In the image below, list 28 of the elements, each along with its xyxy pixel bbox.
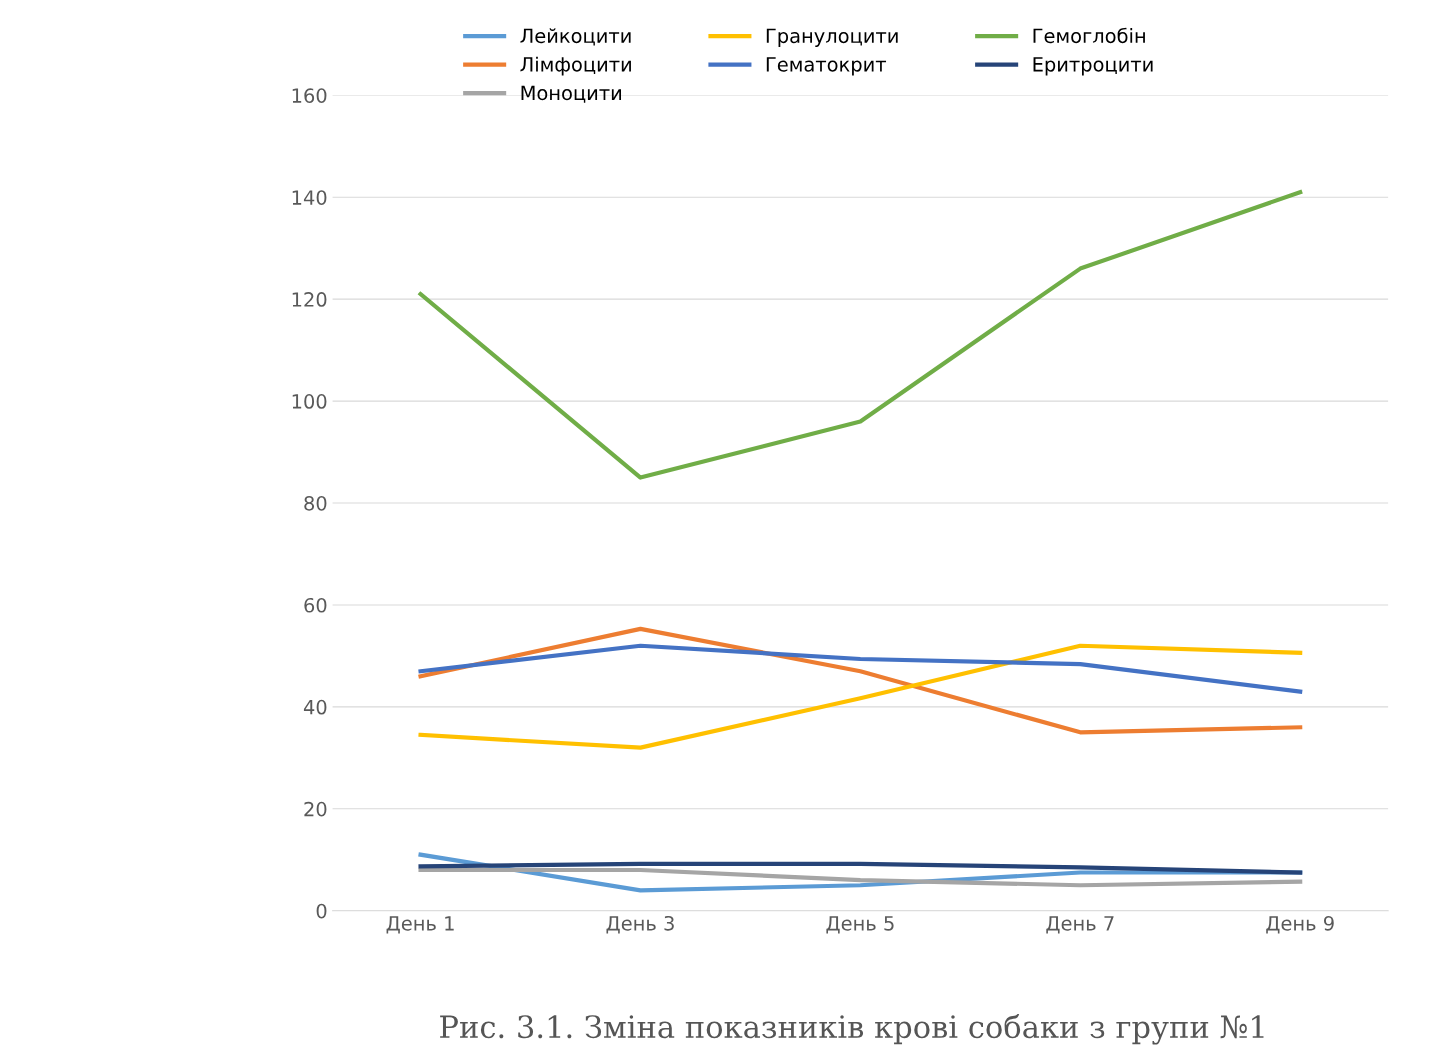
y-tick-label: 140 [292,190,327,205]
line-series [418,643,1303,750]
line-series [418,867,1303,888]
x-tick-label: День 1 [386,916,454,934]
line-series [418,190,1303,480]
x-tick-label: День 7 [1046,916,1114,934]
y-tick-label: 80 [304,495,327,511]
legend-label: Гемоглобін [1033,27,1145,44]
legend-label: Еритроцити [1033,57,1153,76]
text: Рис. 3.1. Зміна показників крові собаки з групи №1 [440,1014,1264,1045]
y-tick-label: 40 [303,699,327,715]
x-tick-label: День 3 [606,915,674,934]
legend-label: Моноцити [521,85,622,103]
y-tick-label: 100 [292,394,327,409]
legend-label: Лейкоцити [520,28,631,46]
legend-label: Гематокрит [766,57,887,76]
legend-label: Лімфоцити [520,56,631,76]
line-series [418,643,1303,694]
x-tick-label: День 9 [1266,915,1334,934]
x-tick-label: День 5 [826,916,894,934]
y-tick-label: 120 [292,292,327,307]
line-series [418,626,1303,735]
y-tick-label: 0 [316,903,327,919]
y-tick-label: 160 [292,88,327,103]
line-series [418,861,1303,875]
legend-label: Гранулоцити [766,28,898,47]
y-tick-label: 60 [304,597,327,613]
y-tick-label: 20 [304,801,327,817]
